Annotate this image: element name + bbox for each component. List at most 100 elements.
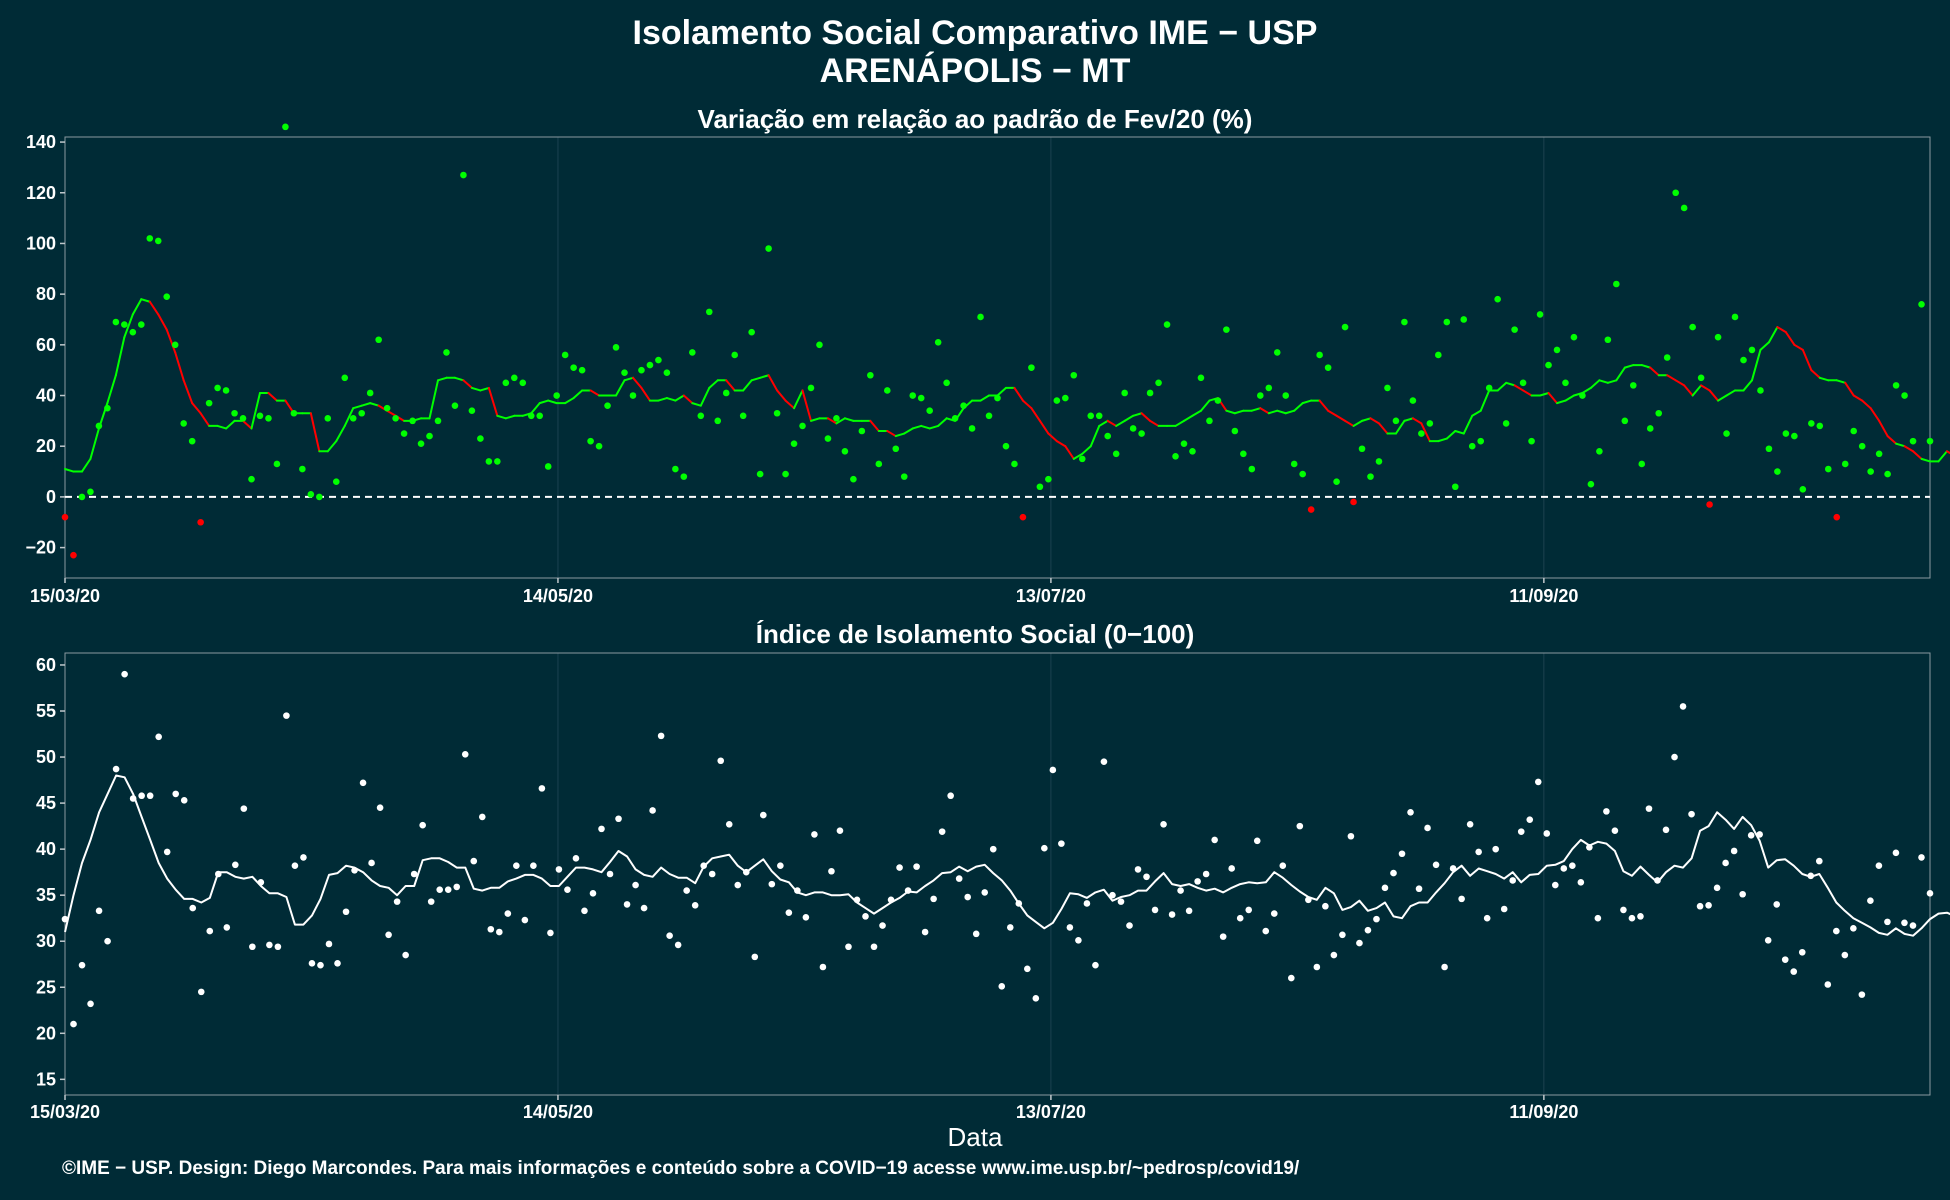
moving-average-segment <box>487 386 499 417</box>
y-tick-label: 15 <box>36 1069 56 1089</box>
moving-average-segment <box>801 389 812 422</box>
moving-average-segment <box>1496 381 1508 392</box>
data-point <box>434 417 442 425</box>
moving-average-segment <box>920 424 931 430</box>
data-point <box>283 712 290 719</box>
data-point <box>530 862 537 870</box>
moving-average-segment <box>742 379 753 392</box>
data-point <box>816 341 823 349</box>
data-point <box>1449 865 1457 872</box>
moving-average-segment <box>894 432 906 438</box>
data-point <box>1316 351 1323 359</box>
data-point <box>1918 854 1925 861</box>
data-point <box>146 235 154 242</box>
moving-average-segment <box>589 389 601 397</box>
data-point <box>756 470 764 478</box>
data-point <box>1628 914 1636 922</box>
data-point <box>1364 926 1372 934</box>
data-point <box>1443 318 1451 326</box>
y-tick-label: 40 <box>36 839 56 859</box>
moving-average-segment <box>1479 389 1491 412</box>
data-point <box>862 913 869 920</box>
moving-average-segment <box>479 386 490 392</box>
data-point <box>561 351 569 359</box>
data-point <box>1722 859 1729 867</box>
x-tick-label: 13/07/20 <box>1016 586 1086 606</box>
moving-average-segment <box>1581 386 1592 394</box>
data-point <box>443 349 450 356</box>
moving-average-segment <box>937 417 948 427</box>
moving-average-segment <box>343 407 355 427</box>
moving-average-segment <box>1344 419 1355 427</box>
data-point <box>1194 878 1201 885</box>
data-point <box>1134 866 1142 873</box>
data-point <box>1151 906 1159 914</box>
data-point <box>1594 914 1602 922</box>
data-point <box>478 813 486 821</box>
x-tick-label: 11/09/20 <box>1509 1102 1578 1122</box>
moving-average-segment <box>360 402 372 407</box>
data-point <box>460 171 467 179</box>
data-point <box>1185 907 1193 915</box>
moving-average-segment <box>759 374 770 379</box>
moving-average-segment <box>665 397 677 402</box>
data-point <box>1850 427 1858 435</box>
data-point <box>1367 473 1374 480</box>
data-point <box>376 804 384 811</box>
x-axis-label: Data <box>947 1122 1003 1152</box>
moving-average-segment <box>504 414 516 420</box>
data-point <box>121 670 128 678</box>
data-point <box>768 880 776 888</box>
data-point <box>1415 885 1423 893</box>
data-point <box>777 862 784 870</box>
data-point <box>1341 323 1349 331</box>
data-point <box>930 895 937 903</box>
data-point <box>205 399 213 407</box>
moving-average-segment <box>572 389 584 400</box>
data-point <box>1466 820 1474 828</box>
data-point <box>587 437 594 445</box>
moving-average-segment <box>835 417 846 425</box>
moving-average-segment <box>437 376 448 382</box>
moving-average-segment <box>1784 331 1796 346</box>
data-point <box>1299 470 1306 478</box>
y-tick-label: 30 <box>36 931 56 951</box>
data-point <box>1833 927 1840 935</box>
data-point <box>1129 425 1137 432</box>
moving-average-segment <box>1225 409 1236 415</box>
data-point <box>1824 465 1832 473</box>
moving-average-segment <box>793 389 804 410</box>
data-point <box>1483 914 1491 922</box>
data-point <box>1867 897 1874 905</box>
data-point <box>410 870 418 878</box>
moving-average-segment <box>106 374 117 405</box>
data-point <box>171 341 179 349</box>
moving-average-segment <box>1945 450 1950 455</box>
data-point <box>1392 417 1400 425</box>
data-point <box>1468 442 1476 450</box>
data-point <box>1104 432 1112 440</box>
data-point <box>1160 820 1167 828</box>
data-point <box>375 336 382 344</box>
data-point <box>1231 427 1239 435</box>
data-point <box>1418 430 1425 437</box>
data-point <box>1562 379 1569 387</box>
data-point <box>1672 189 1679 197</box>
data-point <box>240 805 248 812</box>
data-point <box>1435 351 1442 359</box>
data-point <box>1833 513 1841 521</box>
moving-average-segment <box>165 328 177 354</box>
moving-average-segment <box>1047 432 1058 443</box>
data-point <box>197 988 205 996</box>
data-point <box>1087 412 1095 420</box>
data-point <box>436 886 444 893</box>
data-point <box>1782 430 1790 437</box>
data-point <box>1262 927 1270 935</box>
data-point <box>1494 295 1501 303</box>
data-point <box>731 351 739 359</box>
data-point <box>1680 204 1688 212</box>
data-point <box>555 866 563 873</box>
data-point <box>1290 460 1298 468</box>
data-point <box>317 961 324 969</box>
data-point <box>1637 913 1644 920</box>
